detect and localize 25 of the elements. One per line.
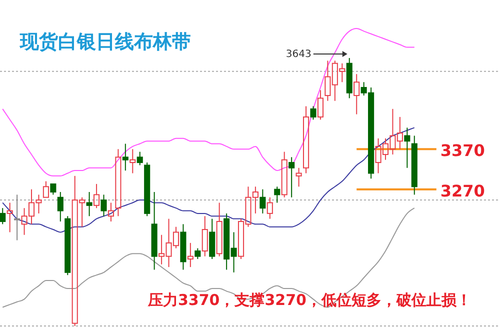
candlestick — [216, 202, 222, 257]
candlestick — [57, 192, 64, 222]
candlestick — [6, 202, 13, 233]
candlestick — [274, 186, 280, 204]
chart-title: 现货白银日线布林带 — [19, 31, 191, 53]
candlestick — [151, 192, 158, 270]
candlestick — [14, 194, 20, 241]
annotation: 3643 — [286, 49, 312, 60]
text: 3370 — [440, 141, 485, 160]
candlestick — [180, 224, 186, 270]
candlestick — [288, 156, 295, 198]
candlestick — [354, 74, 360, 115]
candlestick — [281, 151, 288, 198]
annotation: 压力3370，支撑3270，低位短多，破位止损！ — [147, 291, 472, 309]
candlestick — [130, 148, 136, 174]
candlestick — [86, 192, 92, 217]
text: 3270 — [440, 181, 485, 200]
candlestick — [115, 148, 122, 217]
candlestick — [202, 216, 208, 257]
candlestick — [122, 143, 128, 172]
candlestick — [404, 127, 410, 168]
candlestick — [108, 202, 114, 222]
candlestick — [260, 188, 266, 214]
candlestick — [187, 242, 194, 268]
candlestick — [411, 135, 418, 196]
